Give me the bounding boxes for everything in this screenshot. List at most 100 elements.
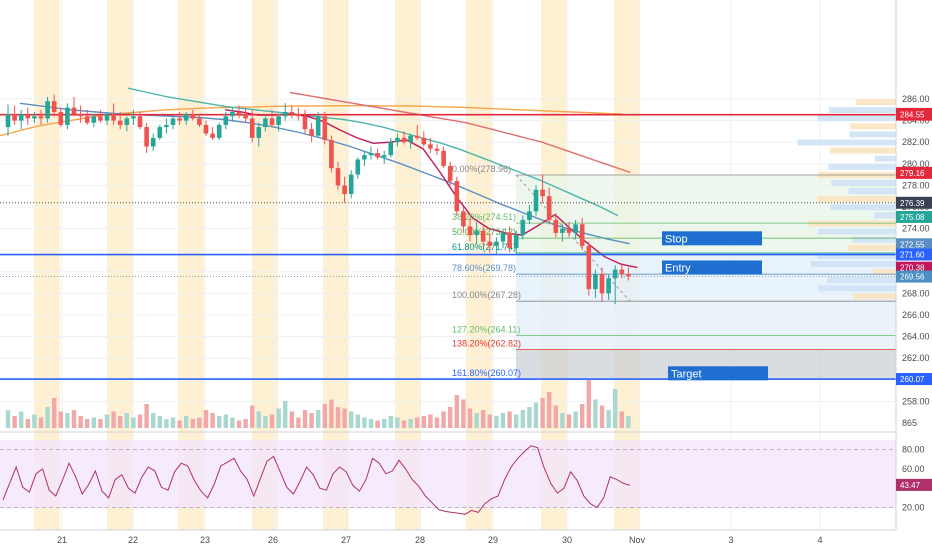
candle [302, 109, 308, 134]
candle-body [434, 148, 440, 151]
candle-body [78, 114, 83, 117]
candle [276, 114, 281, 132]
volume-bar [355, 414, 360, 428]
time-axis[interactable]: 21 22 23 26 27 28 29 30 Nov 3 4 [0, 529, 896, 545]
price-tag: 272.55 [896, 238, 932, 251]
candle-body [150, 137, 156, 147]
candle [381, 150, 387, 164]
price-tag-text: 284.55 [900, 111, 925, 120]
candle-body [236, 111, 242, 115]
candle-body [276, 116, 281, 125]
candle [243, 107, 248, 123]
trade-label-box [662, 231, 762, 246]
volume-bar [408, 419, 413, 428]
candle-body [230, 111, 235, 117]
candle [296, 107, 301, 121]
trade-label: Entry [662, 260, 762, 275]
candle-body [467, 226, 473, 236]
moving-average-line [127, 87, 619, 217]
volume-bar [553, 405, 558, 428]
candle [626, 267, 631, 281]
candle-body [362, 155, 367, 160]
candle [91, 114, 97, 128]
volume-bar [421, 416, 426, 428]
price-tag-bg [896, 108, 932, 121]
candle-body [144, 127, 149, 147]
candle [144, 122, 149, 153]
price-tag-text: 271.60 [900, 251, 925, 260]
volume-profile-bar [829, 147, 896, 154]
candle-body [5, 114, 11, 128]
candle-body [375, 153, 380, 158]
candle-body [210, 133, 215, 138]
volume-bar [263, 416, 268, 428]
price-tag: 284.55 [896, 108, 932, 121]
volume-bar [283, 401, 288, 428]
candle [513, 230, 519, 255]
price-tick-label: 264.00 [902, 332, 930, 342]
candle-body [282, 111, 288, 117]
fib-trend-line [515, 174, 631, 302]
candle-body [243, 114, 248, 119]
candle-body [249, 118, 255, 138]
price-tags: 43.47284.62284.55279.16276.39275.08272.5… [896, 107, 932, 491]
volume-bar [481, 410, 486, 428]
volume-profile-bar [852, 236, 896, 243]
candle [494, 237, 499, 255]
candle [190, 109, 196, 121]
candle-body [368, 153, 374, 156]
candle [467, 217, 473, 242]
volume-bar [613, 389, 618, 428]
candle-body [612, 269, 618, 279]
volume-bar [395, 417, 400, 428]
trade-label-text: Target [671, 368, 702, 380]
candle-body [51, 101, 57, 112]
candle [164, 118, 169, 134]
volume-bar [184, 416, 189, 428]
volume-bar [606, 410, 611, 428]
candle [137, 111, 143, 130]
volume-profile-bar [818, 228, 896, 235]
candle-body [355, 159, 361, 175]
volume-bar [547, 392, 552, 428]
volume-bar [342, 408, 347, 428]
candle [368, 146, 374, 160]
volume-profile-bar [817, 196, 896, 203]
candle-body [619, 269, 625, 274]
price-tag-bg [896, 196, 932, 209]
candle-body [335, 168, 341, 186]
volume-bar [296, 417, 301, 428]
volume-bar [217, 416, 222, 428]
candle-body [329, 140, 334, 169]
candle-body [579, 224, 585, 246]
time-tick-label: 21 [57, 535, 67, 545]
price-tag-text: 279.16 [900, 169, 925, 178]
volume-profile-bar [849, 131, 896, 138]
candle [500, 228, 506, 249]
volume-bar [487, 414, 492, 428]
candle-body [447, 165, 453, 182]
candle-body [381, 155, 387, 158]
candle [150, 133, 156, 151]
candle-body [606, 278, 611, 294]
price-tag: 271.60 [896, 248, 932, 261]
volume-bar [250, 405, 255, 428]
price-tag-bg [896, 238, 932, 251]
candle [573, 219, 578, 240]
candle [58, 107, 64, 128]
volume-bar [170, 417, 176, 428]
volume-bar [527, 407, 532, 428]
candle [428, 137, 433, 153]
volume-profile-bar [797, 139, 896, 146]
candle [12, 105, 17, 125]
candle-body [84, 116, 90, 123]
candle [533, 185, 539, 216]
candle [335, 161, 341, 190]
volume-bar [256, 411, 261, 428]
rsi-value-tag: 43.47 [896, 478, 932, 491]
candlesticks [5, 94, 631, 305]
volume-profile-bar [873, 212, 896, 219]
volume-bar [118, 416, 123, 428]
time-tick-label: 27 [341, 535, 351, 545]
